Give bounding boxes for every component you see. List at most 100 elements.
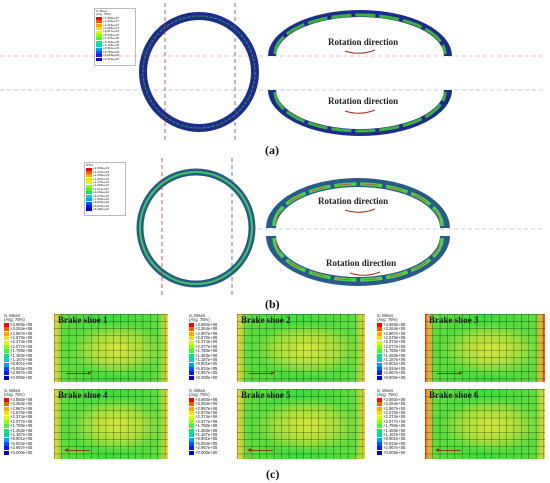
mesh-grid [425, 314, 545, 382]
legend-value: +8.646e+06 [103, 32, 120, 37]
legend-row: +7.475e+06 [95, 36, 135, 41]
arrow-left-icon [64, 447, 90, 452]
legend-swatch [377, 406, 382, 411]
legend-swatch [377, 344, 382, 349]
legend-value: +3.560e+06 [10, 396, 33, 402]
legend-row: +8.472e+02 [85, 194, 125, 198]
legend-value: +3.264e+06 [195, 326, 218, 332]
legend-value: +1.780e+06 [383, 423, 406, 429]
legend-row: +2.374e+06 [189, 414, 217, 420]
legend-value: +3.560e+06 [10, 321, 33, 327]
legend-row: +2.670e+06 [377, 335, 405, 341]
legend-swatch [377, 323, 382, 327]
legend-value: +7.475e+06 [103, 36, 120, 41]
legend-row: +5.934e+05 [4, 441, 32, 446]
legend-swatch [189, 428, 194, 433]
legend-row: +2.967e+05 [4, 370, 32, 376]
legend-row: +0.000e+00 [377, 450, 405, 455]
legend-value: +2.374e+06 [10, 414, 33, 420]
legend-row: +5.192e+02 [85, 207, 125, 212]
legend-swatch [96, 27, 102, 31]
legend-value: +2.670e+06 [10, 334, 33, 340]
legend-row: +2.670e+06 [189, 410, 217, 416]
legend-row: +3.560e+06 [4, 396, 33, 402]
arrow-left-icon [435, 447, 461, 452]
legend-row: +5.934e+05 [377, 366, 405, 371]
shoe-title: Brake shoe 3 [429, 315, 479, 325]
shoe-title: Brake shoe 5 [241, 390, 291, 400]
legend-row: +8.901e+05 [4, 436, 32, 442]
legend-value: +9.817e+06 [103, 29, 120, 34]
rotation-arrow-b-lower [349, 271, 381, 276]
brake-shoes-lower-a [273, 91, 447, 133]
legend-row: +1.093e+03 [85, 183, 125, 188]
legend-swatch [4, 331, 9, 336]
legend-row: +2.670e+06 [4, 334, 33, 341]
legend-value: +1.780e+06 [10, 348, 33, 354]
legend-swatch [96, 33, 102, 37]
legend-row: +1.780e+06 [377, 348, 405, 354]
legend-value: +1.483e+06 [383, 427, 406, 433]
legend-value: +0.000e+00 [10, 449, 33, 455]
legend-row: +1.011e+03 [85, 187, 125, 191]
legend-row: +2.374e+06 [189, 339, 217, 345]
legend-value: +1.093e+03 [93, 183, 110, 188]
legend-swatch [4, 406, 9, 411]
legend-swatch [189, 366, 194, 371]
legend-row: +3.264e+06 [377, 326, 406, 332]
legend-swatch [4, 327, 9, 332]
legend-value: +3.264e+06 [10, 401, 33, 407]
legend-swatch [96, 57, 102, 61]
legend-swatch [189, 371, 194, 376]
legend-row: +2.967e+06 [189, 331, 217, 336]
legend-value: +1.421e+03 [93, 169, 110, 174]
legend-title: S, Mises (Avg: 75%) [4, 313, 25, 323]
legend-swatch [189, 441, 194, 446]
legend-value: +1.257e+03 [93, 176, 110, 181]
legend-row: +6.012e+02 [85, 204, 125, 208]
legend-row: +2.790e+06 [95, 49, 135, 54]
legend-value: +2.077e+06 [383, 343, 406, 349]
shoe-stress-legend: S, Mises (Avg: 75%) +3.560e+06 +3.264e+06 +… [189, 313, 218, 380]
legend-row: +3.264e+06 [189, 326, 218, 332]
legend-value: +0.000e+00 [383, 374, 406, 380]
legend-row: +1.780e+06 [4, 348, 33, 354]
legend-swatch [189, 375, 194, 380]
legend-value: +2.670e+06 [10, 409, 33, 415]
legend-value: +9.292e+02 [93, 190, 110, 195]
legend-row: +1.175e+03 [85, 180, 125, 185]
legend-swatch [96, 30, 102, 34]
legend-swatch [4, 349, 9, 354]
legend-value: +2.790e+06 [103, 49, 120, 54]
legend-swatch [189, 411, 194, 416]
legend-swatch [377, 366, 382, 371]
legend-row: +9.817e+06 [95, 29, 135, 34]
legend-row: +8.901e+05 [4, 361, 32, 367]
legend-value: +2.967e+05 [195, 445, 218, 451]
legend-row: +2.374e+06 [4, 339, 32, 345]
legend-row: +8.901e+05 [189, 436, 217, 442]
legend-swatch [377, 437, 382, 442]
legend-row: +3.264e+06 [4, 401, 33, 407]
legend-row: +1.257e+03 [85, 176, 125, 181]
legend-rows: +1.503e+03 +1.421e+03 +1.339e+03 +1.257e+03… [85, 166, 125, 212]
legend-row: +2.967e+06 [377, 406, 405, 411]
shoe-title: Brake shoe 6 [429, 390, 479, 400]
legend-row: +2.077e+06 [189, 419, 217, 424]
legend-rows: +1.450e+07 +1.333e+07 +1.216e+07 +1.099e+07… [95, 16, 135, 61]
brake-shoes-upper-b [272, 182, 444, 227]
legend-swatch [86, 181, 92, 185]
legend-row: +1.187e+06 [189, 357, 217, 363]
legend-value: +2.967e+06 [10, 405, 33, 411]
legend-row: +1.216e+07 [95, 23, 135, 27]
rotation-arrow-a-lower [344, 109, 376, 114]
legend-swatch [189, 433, 194, 438]
legend-swatch [96, 37, 102, 41]
legend-row: +2.077e+06 [4, 419, 32, 424]
half-drum-upper-a [268, 10, 452, 56]
legend-swatch [189, 331, 194, 336]
legend-swatch [4, 450, 9, 455]
legend-swatch [4, 419, 9, 424]
legend-value: +3.264e+06 [383, 326, 406, 332]
legend-value: +5.934e+05 [383, 440, 406, 446]
